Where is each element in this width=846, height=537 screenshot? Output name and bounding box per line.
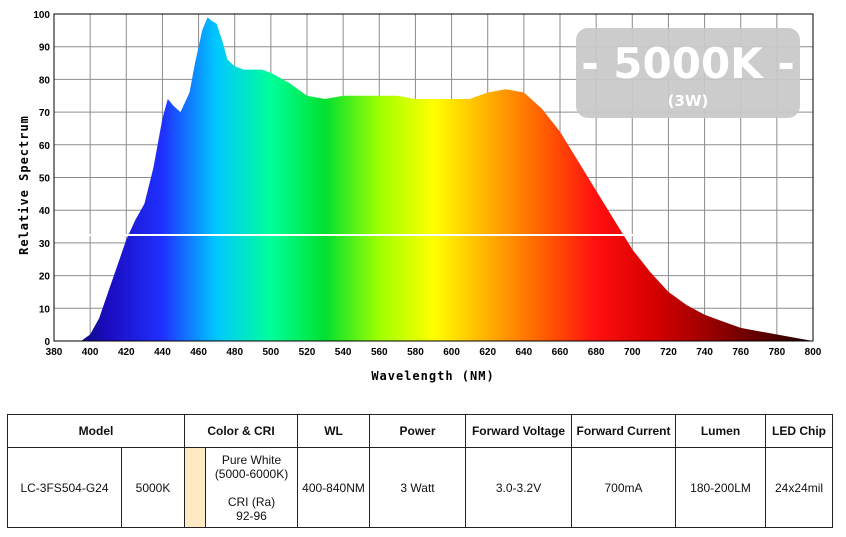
x-tick-label: 580 — [407, 347, 424, 358]
x-tick-label: 620 — [479, 347, 496, 358]
x-tick-label: 700 — [624, 347, 641, 358]
x-tick-label: 780 — [769, 347, 786, 358]
header-power: Power — [369, 414, 467, 448]
x-tick-label: 500 — [263, 347, 280, 358]
y-tick-labels: 0 10 20 30 40 50 60 70 80 90 100 — [33, 10, 50, 348]
x-tick-label: 460 — [190, 347, 207, 358]
x-tick-label: 660 — [552, 347, 569, 358]
x-tick-label: 520 — [299, 347, 316, 358]
spectrum-area — [54, 17, 813, 342]
x-tick-label: 400 — [82, 347, 99, 358]
y-tick-label: 20 — [39, 272, 51, 283]
y-tick-label: 90 — [39, 43, 51, 54]
y-tick-label: 70 — [39, 108, 51, 119]
cell-model: LC-3FS504-G24 — [7, 447, 122, 528]
cri-line-2: 92-96 — [236, 508, 267, 523]
x-tick-label: 640 — [516, 347, 533, 358]
color-line-2: (5000-6000K) — [214, 466, 289, 481]
cell-forward-voltage: 3.0-3.2V — [465, 447, 573, 528]
color-swatch — [184, 447, 207, 528]
header-forward-voltage: Forward Voltage — [465, 414, 573, 448]
x-tick-label: 560 — [371, 347, 388, 358]
cell-forward-current: 700mA — [571, 447, 677, 528]
spec-header-row: Model Color & CRI WL Power Forward Volta… — [6, 414, 834, 448]
y-tick-label: 60 — [39, 141, 51, 152]
x-tick-label: 680 — [588, 347, 605, 358]
header-lumen: Lumen — [675, 414, 767, 448]
spectrum-chart: 380 400 420 440 460 480 500 520 540 560 580 600 620 6… — [17, 10, 822, 383]
cell-color-cri: Pure White (5000-6000K) CRI (Ra) 92-96 — [205, 447, 299, 528]
x-tick-label: 440 — [154, 347, 171, 358]
y-axis-title: Relative Spectrum — [17, 115, 31, 255]
y-tick-label: 0 — [44, 337, 50, 348]
header-color-cri: Color & CRI — [184, 414, 299, 448]
color-line-1: Pure White — [221, 452, 282, 467]
x-tick-label: 740 — [696, 347, 713, 358]
y-tick-label: 30 — [39, 239, 51, 250]
y-tick-label: 10 — [39, 304, 51, 315]
x-tick-label: 480 — [226, 347, 243, 358]
x-tick-label: 800 — [805, 347, 822, 358]
x-tick-label: 380 — [46, 347, 63, 358]
cri-line-1: CRI (Ra) — [227, 494, 276, 509]
spec-data-row: LC-3FS504-G24 5000K Pure White (5000-600… — [7, 447, 834, 528]
y-tick-label: 80 — [39, 75, 51, 86]
badge-power-label: (3W) — [668, 92, 709, 110]
cell-cct: 5000K — [120, 447, 186, 528]
header-model: Model — [6, 414, 186, 448]
wattage-badge: - 5000K - (3W) — [576, 28, 800, 118]
x-axis-title: Wavelength (NM) — [371, 369, 494, 383]
x-tick-label: 600 — [443, 347, 460, 358]
x-tick-label: 420 — [118, 347, 135, 358]
cell-power: 3 Watt — [369, 447, 467, 528]
x-tick-labels: 380 400 420 440 460 480 500 520 540 560 580 600 620 6… — [46, 347, 822, 358]
x-tick-label: 760 — [732, 347, 749, 358]
badge-cct-label: - 5000K - — [581, 39, 795, 88]
x-tick-label: 540 — [335, 347, 352, 358]
plot-frame — [53, 13, 814, 342]
cell-lumen: 180-200LM — [675, 447, 767, 528]
cell-led-chip: 24x24mil — [765, 447, 834, 528]
y-tick-label: 40 — [39, 206, 51, 217]
spec-table: Model Color & CRI WL Power Forward Volta… — [6, 414, 834, 528]
badge-background — [576, 28, 800, 118]
header-forward-current: Forward Current — [571, 414, 677, 448]
y-tick-label: 50 — [39, 174, 51, 185]
cell-wl: 400-840NM — [297, 447, 371, 528]
x-tick-label: 720 — [660, 347, 677, 358]
header-led-chip: LED Chip — [765, 414, 834, 448]
header-wl: WL — [297, 414, 371, 448]
y-tick-label: 100 — [33, 10, 50, 21]
